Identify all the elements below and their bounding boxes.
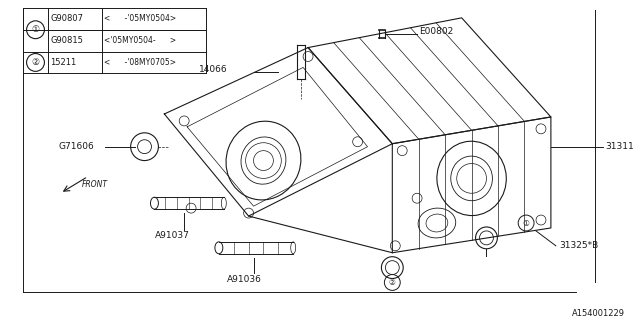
- Text: 31325*B: 31325*B: [559, 241, 598, 250]
- Text: ②: ②: [31, 58, 40, 67]
- Text: A91036: A91036: [227, 275, 262, 284]
- Text: G90815: G90815: [51, 36, 83, 45]
- Text: 31311: 31311: [605, 142, 634, 151]
- Text: ②: ②: [389, 278, 396, 287]
- Text: <      -'05MY0504>: < -'05MY0504>: [104, 14, 176, 23]
- Text: <'05MY0504-      >: <'05MY0504- >: [104, 36, 176, 45]
- Text: A154001229: A154001229: [572, 309, 625, 318]
- Text: 15211: 15211: [51, 58, 77, 67]
- Text: G71606: G71606: [58, 142, 94, 151]
- Text: ①: ①: [31, 25, 40, 34]
- Text: ①: ①: [523, 219, 529, 228]
- Text: G90807: G90807: [51, 14, 83, 23]
- Text: <      -'08MY0705>: < -'08MY0705>: [104, 58, 176, 67]
- Text: E00802: E00802: [419, 27, 453, 36]
- Text: 14066: 14066: [199, 65, 228, 74]
- Text: FRONT: FRONT: [82, 180, 108, 189]
- Text: A91037: A91037: [154, 231, 189, 240]
